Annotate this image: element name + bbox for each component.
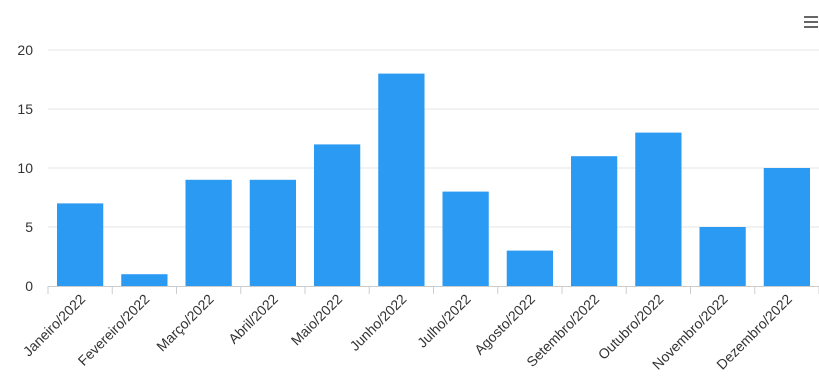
- y-tick-label: 20: [17, 42, 33, 58]
- bar[interactable]: [185, 179, 232, 286]
- x-axis-ticks: [47, 286, 819, 294]
- x-tick-label: Maio/2022: [288, 291, 346, 349]
- y-axis-ticks: 0 5 10 15 20: [17, 42, 33, 294]
- bar[interactable]: [121, 274, 168, 286]
- x-tick-label: Julho/2022: [414, 291, 474, 351]
- grid-lines: [48, 49, 819, 228]
- y-tick-label: 10: [17, 160, 33, 176]
- bar[interactable]: [763, 168, 811, 286]
- bar[interactable]: [56, 203, 104, 286]
- bar[interactable]: [635, 132, 682, 286]
- x-tick-label: Agosto/2022: [471, 291, 538, 358]
- bar[interactable]: [699, 227, 746, 286]
- x-tick-label: Junho/2022: [346, 291, 409, 354]
- bar[interactable]: [442, 191, 489, 286]
- bars: [56, 73, 811, 286]
- x-tick-label: Março/2022: [153, 291, 217, 355]
- x-tick-label: Outubro/2022: [595, 291, 667, 363]
- bar[interactable]: [506, 250, 554, 286]
- y-tick-label: 0: [25, 278, 33, 294]
- y-tick-label: 15: [17, 101, 33, 117]
- x-tick-label: Janeiro/2022: [20, 291, 89, 360]
- bar[interactable]: [570, 156, 618, 286]
- bar[interactable]: [313, 144, 361, 286]
- bar[interactable]: [378, 73, 425, 286]
- hamburger-menu-icon[interactable]: [803, 14, 819, 30]
- bar[interactable]: [249, 179, 297, 286]
- y-tick-label: 5: [25, 219, 33, 235]
- x-tick-label: Abril/2022: [225, 291, 281, 347]
